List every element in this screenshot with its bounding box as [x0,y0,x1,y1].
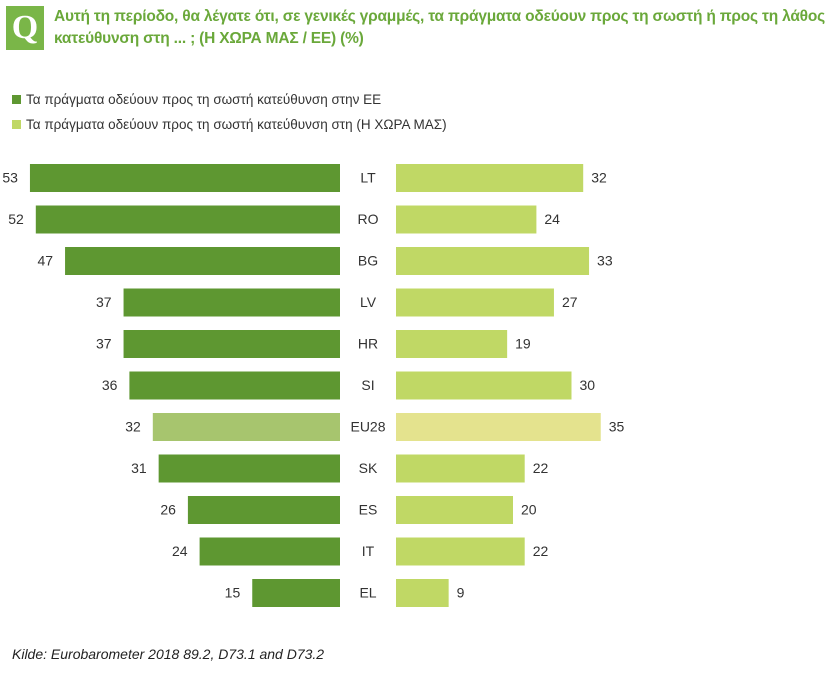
legend-label-eu: Τα πράγματα οδεύουν προς τη σωστή κατεύθ… [26,91,382,107]
value-label-eu-hr: 37 [96,336,112,352]
bar-country-es [396,496,513,524]
legend-label-country: Τα πράγματα οδεύουν προς τη σωστή κατεύθ… [26,116,447,132]
bar-country-lt [396,164,584,192]
category-label-si: SI [361,377,374,393]
bar-eu-si [129,371,340,400]
bar-eu-eu28 [152,413,340,441]
value-label-country-ro: 24 [544,211,560,227]
bar-eu-hr [123,330,340,358]
question-badge: Q [6,6,44,50]
bar-country-hr [396,330,508,358]
bar-country-lv [396,288,554,317]
bar-eu-sk [158,454,340,483]
bar-country-sk [396,454,525,483]
legend-swatch-country [12,119,21,129]
category-label-el: EL [359,585,376,601]
legend-item-country: Τα πράγματα οδεύουν προς τη σωστή κατεύθ… [12,113,447,135]
bar-eu-el [252,579,340,607]
source-note: Kilde: Eurobarometer 2018 89.2, D73.1 an… [12,646,325,662]
value-label-eu-eu28: 32 [125,419,141,435]
category-label-sk: SK [359,460,378,476]
bar-eu-it [199,537,340,566]
value-label-eu-si: 36 [102,377,118,393]
legend: Τα πράγματα οδεύουν προς τη σωστή κατεύθ… [12,88,447,138]
bar-eu-lt [29,164,340,192]
category-label-lt: LT [360,170,376,186]
bar-country-ro [396,205,537,234]
value-label-eu-el: 15 [225,585,241,601]
category-label-bg: BG [358,253,378,269]
bar-country-bg [396,247,590,275]
chart-title: Αυτή τη περίοδο, θα λέγατε ότι, σε γενικ… [54,8,825,47]
value-label-country-es: 20 [521,502,537,518]
category-label-eu28: EU28 [350,419,385,435]
bar-country-it [396,537,525,566]
value-label-eu-lt: 53 [2,170,18,186]
value-label-country-eu28: 35 [609,419,625,435]
bar-eu-lv [123,288,340,317]
category-label-ro: RO [358,211,379,227]
value-label-eu-es: 26 [160,502,176,518]
legend-item-eu: Τα πράγματα οδεύουν προς τη σωστή κατεύθ… [12,88,447,110]
bar-country-si [396,371,572,400]
value-label-country-lt: 32 [591,170,607,186]
value-label-country-bg: 33 [597,253,613,269]
value-label-eu-sk: 31 [131,460,147,476]
legend-swatch-eu [12,94,21,104]
category-label-lv: LV [360,294,377,310]
value-label-country-lv: 27 [562,294,578,310]
category-label-es: ES [359,502,378,518]
value-label-eu-bg: 47 [37,253,53,269]
category-label-it: IT [362,543,375,559]
butterfly-bar-chart: 53 32 LT 52 24 RO 47 33 BG 37 27 LV 37 19 HR 36 30 SI 32 35… [2,164,625,607]
bar-country-el [396,579,449,607]
value-label-eu-lv: 37 [96,294,112,310]
bar-eu-ro [35,205,341,234]
bar-eu-es [187,496,340,524]
value-label-country-si: 30 [580,377,596,393]
value-label-country-sk: 22 [533,460,549,476]
value-label-eu-it: 24 [172,543,188,559]
value-label-country-hr: 19 [515,336,531,352]
value-label-country-el: 9 [457,585,465,601]
value-label-country-it: 22 [533,543,549,559]
bar-eu-bg [65,247,341,275]
bar-country-eu28 [396,413,601,441]
category-label-hr: HR [358,336,378,352]
value-label-eu-ro: 52 [8,211,24,227]
